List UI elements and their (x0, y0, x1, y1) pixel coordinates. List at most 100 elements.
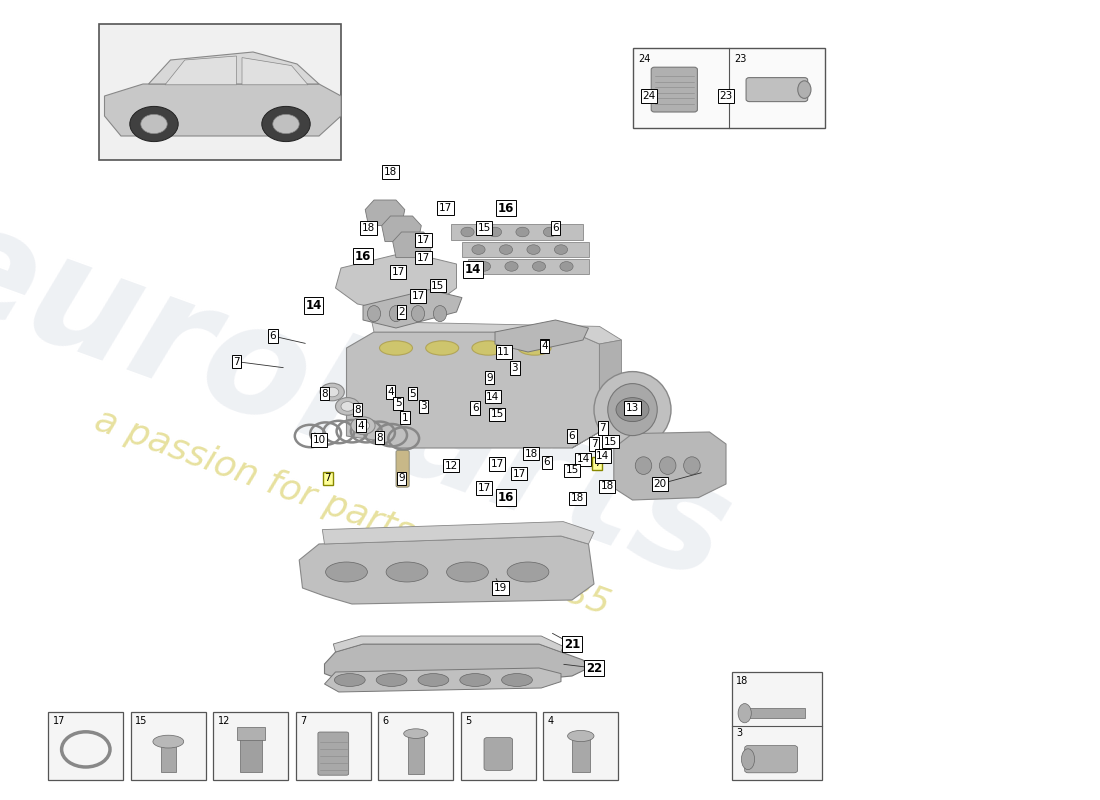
Text: 13: 13 (626, 403, 639, 413)
Polygon shape (372, 322, 621, 344)
Circle shape (461, 227, 474, 237)
FancyBboxPatch shape (378, 712, 453, 780)
Circle shape (320, 383, 344, 401)
Text: 14: 14 (486, 392, 499, 402)
Ellipse shape (518, 341, 551, 355)
Text: 15: 15 (477, 223, 491, 233)
Text: 17: 17 (392, 267, 405, 277)
FancyBboxPatch shape (572, 736, 590, 772)
Circle shape (326, 387, 339, 397)
Text: 17: 17 (491, 459, 504, 469)
Text: 18: 18 (384, 167, 397, 177)
Polygon shape (165, 56, 236, 85)
Circle shape (141, 114, 167, 134)
Ellipse shape (386, 562, 428, 582)
Polygon shape (365, 200, 405, 226)
Ellipse shape (502, 674, 532, 686)
Text: 6: 6 (569, 431, 575, 441)
FancyBboxPatch shape (746, 78, 807, 102)
Text: 6: 6 (270, 331, 276, 341)
Text: 2: 2 (398, 307, 405, 317)
Polygon shape (242, 58, 308, 85)
Circle shape (532, 262, 546, 271)
Ellipse shape (683, 457, 701, 474)
Text: 9: 9 (486, 373, 493, 382)
Text: 4: 4 (541, 342, 548, 351)
Text: 17: 17 (411, 291, 425, 301)
FancyBboxPatch shape (408, 734, 424, 774)
FancyBboxPatch shape (484, 738, 513, 770)
Polygon shape (572, 340, 621, 448)
Polygon shape (333, 636, 563, 652)
Text: 8: 8 (376, 433, 383, 442)
Text: 8: 8 (321, 389, 328, 398)
Circle shape (351, 417, 375, 434)
Text: 5: 5 (409, 389, 416, 398)
Text: 19: 19 (494, 583, 507, 593)
Ellipse shape (568, 730, 594, 742)
Text: 18: 18 (601, 482, 614, 491)
FancyBboxPatch shape (131, 712, 206, 780)
Text: 12: 12 (444, 461, 458, 470)
Text: 17: 17 (513, 469, 526, 478)
Circle shape (499, 245, 513, 254)
Text: 7: 7 (233, 357, 240, 366)
Text: 7: 7 (591, 439, 597, 449)
Circle shape (472, 245, 485, 254)
Polygon shape (614, 432, 726, 500)
Text: euroParts: euroParts (0, 186, 749, 614)
Text: 17: 17 (417, 253, 430, 262)
FancyBboxPatch shape (213, 712, 288, 780)
Text: 17: 17 (53, 716, 65, 726)
Text: 22: 22 (586, 662, 602, 674)
FancyBboxPatch shape (732, 672, 822, 780)
Ellipse shape (334, 674, 365, 686)
Polygon shape (346, 332, 600, 448)
FancyBboxPatch shape (236, 727, 265, 740)
Text: 3: 3 (420, 402, 427, 411)
Text: 16: 16 (498, 491, 514, 504)
Text: 7: 7 (594, 458, 601, 468)
Text: 9: 9 (398, 474, 405, 483)
Text: 18: 18 (525, 449, 538, 458)
Ellipse shape (659, 457, 675, 474)
Ellipse shape (153, 735, 184, 748)
Text: 15: 15 (431, 281, 444, 290)
Circle shape (560, 262, 573, 271)
Circle shape (616, 398, 649, 422)
Ellipse shape (472, 341, 505, 355)
Circle shape (341, 402, 354, 411)
Polygon shape (495, 320, 588, 352)
Circle shape (336, 398, 360, 415)
FancyBboxPatch shape (651, 67, 697, 112)
Ellipse shape (426, 341, 459, 355)
Ellipse shape (411, 306, 425, 322)
Text: 7: 7 (600, 423, 606, 433)
Text: 14: 14 (596, 451, 609, 461)
Text: 17: 17 (477, 483, 491, 493)
Text: 11: 11 (497, 347, 510, 357)
Text: 24: 24 (638, 54, 650, 65)
Ellipse shape (367, 306, 381, 322)
Text: 3: 3 (736, 728, 743, 738)
Ellipse shape (507, 562, 549, 582)
Text: 6: 6 (383, 716, 389, 726)
Ellipse shape (447, 562, 488, 582)
Ellipse shape (326, 562, 367, 582)
Polygon shape (324, 668, 561, 692)
Circle shape (543, 227, 557, 237)
Circle shape (262, 106, 310, 142)
FancyBboxPatch shape (468, 259, 588, 274)
Polygon shape (393, 232, 432, 258)
FancyBboxPatch shape (240, 738, 262, 772)
Text: 15: 15 (135, 716, 147, 726)
Text: 5: 5 (395, 398, 402, 408)
Circle shape (356, 421, 370, 430)
Polygon shape (322, 522, 594, 544)
FancyBboxPatch shape (745, 746, 798, 773)
Ellipse shape (404, 729, 428, 738)
Circle shape (516, 227, 529, 237)
Ellipse shape (433, 306, 447, 322)
Text: 17: 17 (417, 235, 430, 245)
Text: 6: 6 (552, 223, 559, 233)
